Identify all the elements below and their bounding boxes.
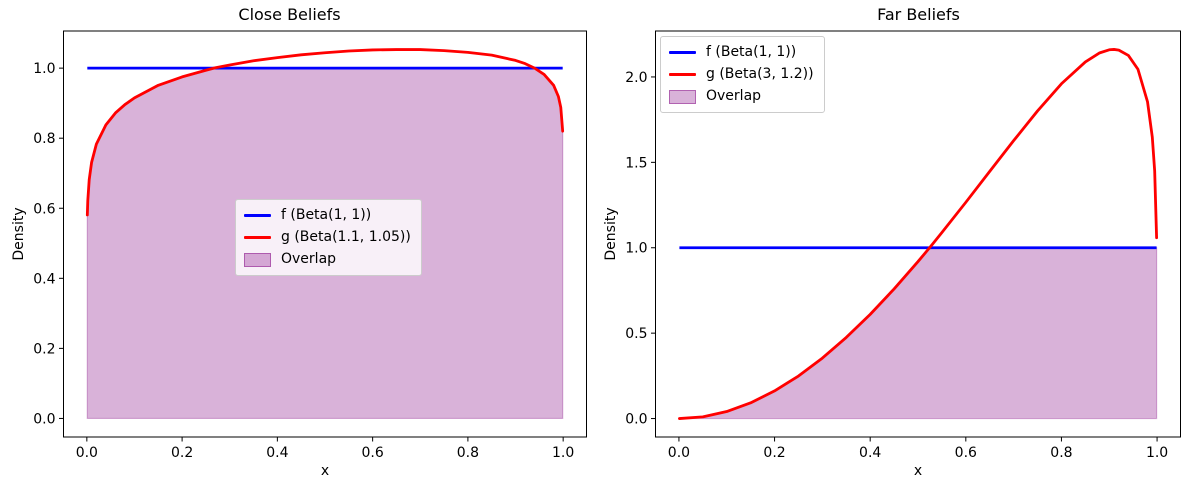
axes-frame [63, 30, 587, 438]
y-tick-label: 0.8 [33, 131, 55, 147]
y-tick-label: 0.2 [33, 341, 55, 357]
legend-item-f: f (Beta(1, 1)) [244, 206, 411, 225]
legend-close-beliefs: f (Beta(1, 1)) g (Beta(1.1, 1.05)) Overl… [235, 199, 422, 276]
legend-item-f: f (Beta(1, 1)) [669, 43, 814, 62]
x-tick-label: 0.0 [76, 445, 98, 461]
x-tick-label: 0.6 [361, 445, 383, 461]
x-tick-label: 0.0 [668, 445, 690, 461]
legend-item-g: g (Beta(1.1, 1.05)) [244, 228, 411, 247]
x-axis-label-right: x [913, 463, 923, 479]
legend-label-f: f (Beta(1, 1)) [706, 44, 797, 60]
g-density-curve [85, 48, 565, 217]
x-axis-label-left: x [320, 463, 330, 479]
plot-canvas-far-beliefs: 0.0 0.2 0.4 0.6 0.8 1.0 0.0 0.5 1.0 1.5 2.0 [625, 30, 1181, 461]
subplot-close-beliefs: Close Beliefs 0.0 0.2 0.4 0.6 0.8 1.0 0.0 0.2 0.… [11, 5, 587, 479]
y-tick-label: 2.0 [625, 70, 647, 86]
overlap-fill-area [679, 247, 1158, 420]
y-axis-label-left: Density [11, 207, 27, 261]
g-line-swatch [669, 73, 696, 76]
plot-title-far-beliefs: Far Beliefs [877, 5, 960, 24]
legend-item-g: g (Beta(3, 1.2)) [669, 65, 814, 84]
x-tick-label: 0.8 [1050, 445, 1072, 461]
y-tick-label: 0.4 [33, 271, 55, 287]
legend-far-beliefs: f (Beta(1, 1)) g (Beta(3, 1.2)) Overlap [660, 36, 825, 113]
f-line-swatch [669, 51, 696, 54]
subplot-far-beliefs: Far Beliefs 0.0 0.2 0.4 0.6 0.8 1.0 0.0 0.5 1.0 1… [595, 0, 1189, 490]
g-density-curve [678, 48, 1158, 420]
x-tick-label: 0.4 [266, 445, 288, 461]
y-tick-label: 0.0 [33, 411, 55, 427]
x-tick-label: 1.0 [552, 445, 574, 461]
x-tick-label: 0.8 [457, 445, 479, 461]
overlap-patch-swatch [244, 252, 271, 267]
x-tick-label: 0.6 [955, 445, 977, 461]
y-tick-label: 0.5 [625, 326, 647, 342]
x-tick-label: 0.2 [171, 445, 193, 461]
legend-label-g: g (Beta(3, 1.2)) [706, 66, 814, 82]
y-tick-label: 0.6 [33, 201, 55, 217]
y-tick-label: 1.0 [625, 241, 647, 257]
f-line-swatch [244, 214, 271, 217]
g-line-swatch [244, 236, 271, 239]
legend-label-g: g (Beta(1.1, 1.05)) [281, 229, 411, 245]
x-tick-label: 0.2 [763, 445, 785, 461]
y-tick-label: 1.0 [33, 61, 55, 77]
legend-item-overlap: Overlap [244, 250, 411, 269]
plot-title-close-beliefs: Close Beliefs [238, 5, 341, 24]
legend-label-overlap: Overlap [281, 251, 337, 267]
y-tick-label: 0.0 [625, 412, 647, 428]
x-tick-label: 0.4 [859, 445, 881, 461]
y-axis-label-right: Density [603, 207, 619, 261]
x-tick-label: 1.0 [1146, 445, 1168, 461]
y-tick-label: 1.5 [625, 155, 647, 171]
legend-item-overlap: Overlap [669, 87, 814, 106]
axes-frame [655, 30, 1181, 438]
legend-label-overlap: Overlap [706, 88, 762, 104]
overlap-patch-swatch [669, 89, 696, 104]
legend-label-f: f (Beta(1, 1)) [281, 207, 372, 223]
